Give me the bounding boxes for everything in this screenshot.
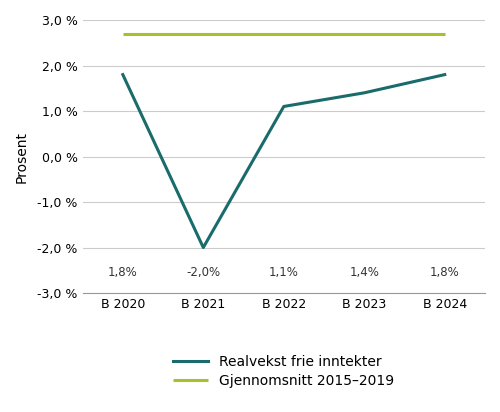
Text: 1,8%: 1,8% [430,266,460,279]
Realvekst frie inntekter [362,90,368,95]
Text: -2,0%: -2,0% [186,266,220,279]
Line: Realvekst frie inntekter: Realvekst frie inntekter [123,75,445,248]
Y-axis label: Prosent: Prosent [15,131,29,183]
Text: 1,4%: 1,4% [350,266,379,279]
Legend: Realvekst frie inntekter, Gjennomsnitt 2015–2019: Realvekst frie inntekter, Gjennomsnitt 2… [174,355,394,388]
Realvekst frie inntekter [120,72,126,77]
Text: 1,1%: 1,1% [269,266,298,279]
Realvekst frie inntekter [442,72,448,77]
Text: 1,8%: 1,8% [108,266,138,279]
Realvekst frie inntekter [200,245,206,250]
Realvekst frie inntekter [281,104,287,109]
